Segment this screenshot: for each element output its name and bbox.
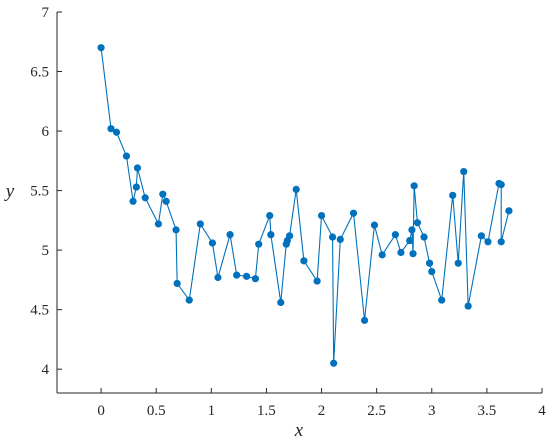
data-point (460, 167, 468, 176)
data-point (267, 231, 275, 239)
data-point (378, 251, 386, 259)
data-point (285, 232, 294, 240)
data-point (300, 257, 308, 265)
data-point (141, 194, 149, 202)
x-tick-label: 1 (208, 403, 216, 419)
x-tick-label: 0.5 (147, 403, 166, 419)
data-point (173, 279, 181, 288)
data-point (97, 44, 105, 52)
data-point (185, 296, 193, 304)
data-point (159, 190, 167, 198)
data-point (266, 211, 274, 220)
data-point (484, 238, 492, 246)
data-point (449, 191, 457, 199)
data-point (410, 182, 418, 190)
x-tick-label: 0 (97, 403, 105, 419)
data-point (391, 231, 399, 239)
data-point (196, 220, 204, 228)
y-tick-label: 6 (42, 124, 50, 140)
data-point (454, 259, 462, 267)
data-point (336, 235, 344, 244)
x-tick-label: 1.5 (257, 403, 276, 419)
data-point (292, 185, 300, 194)
data-point (214, 273, 222, 282)
data-point (428, 267, 436, 276)
y-tick-label: 4.5 (30, 303, 49, 319)
series-layer (97, 44, 513, 367)
y-tick-label: 5.5 (30, 184, 49, 200)
data-point (255, 240, 263, 248)
x-tick-label: 2 (318, 403, 326, 419)
x-tick-label: 4 (538, 403, 546, 419)
data-point (497, 181, 505, 189)
data-point (242, 272, 251, 280)
data-point (317, 211, 326, 220)
data-point (477, 232, 485, 240)
data-point (420, 233, 428, 241)
data-point (360, 316, 369, 324)
data-point (133, 164, 142, 172)
data-point (112, 128, 121, 136)
y-tick-label: 4 (42, 362, 50, 378)
axes (56, 12, 542, 394)
y-tick-label: 7 (42, 5, 50, 21)
data-point (251, 275, 260, 283)
data-point (497, 238, 505, 246)
x-tick-label: 2.5 (367, 403, 386, 419)
data-point (172, 226, 180, 234)
data-point (162, 197, 170, 205)
data-point (122, 152, 131, 160)
data-point (397, 248, 405, 257)
x-tick-label: 3 (428, 403, 436, 419)
x-axis-label: x (294, 420, 304, 439)
data-point (313, 277, 321, 285)
data-point (370, 221, 379, 229)
data-point (349, 209, 358, 217)
data-point (409, 250, 417, 258)
data-point (226, 231, 234, 239)
data-point (132, 183, 140, 191)
data-point (413, 219, 422, 227)
x-tick-label: 3.5 (478, 403, 497, 419)
data-point (425, 259, 434, 267)
x-ticks: 0 0.5 1 1.5 2 2.5 3 3.5 4 (97, 388, 546, 419)
series-line (100, 47, 510, 364)
data-point (233, 271, 241, 279)
data-point (438, 296, 446, 304)
data-point (406, 237, 414, 245)
data-point (328, 233, 337, 241)
data-point (408, 226, 416, 234)
data-point (505, 207, 513, 215)
data-point (107, 125, 115, 133)
y-axis-label: y (4, 181, 15, 202)
data-point (464, 302, 472, 310)
data-point (277, 298, 285, 307)
data-point (129, 197, 137, 205)
data-point (154, 220, 163, 228)
data-point (208, 239, 217, 247)
y-tick-label: 6.5 (30, 65, 49, 81)
y-tick-label: 5 (42, 243, 50, 259)
data-point (330, 359, 338, 367)
y-ticks: 4 4.5 5 5.5 6 6.5 7 (30, 5, 62, 378)
